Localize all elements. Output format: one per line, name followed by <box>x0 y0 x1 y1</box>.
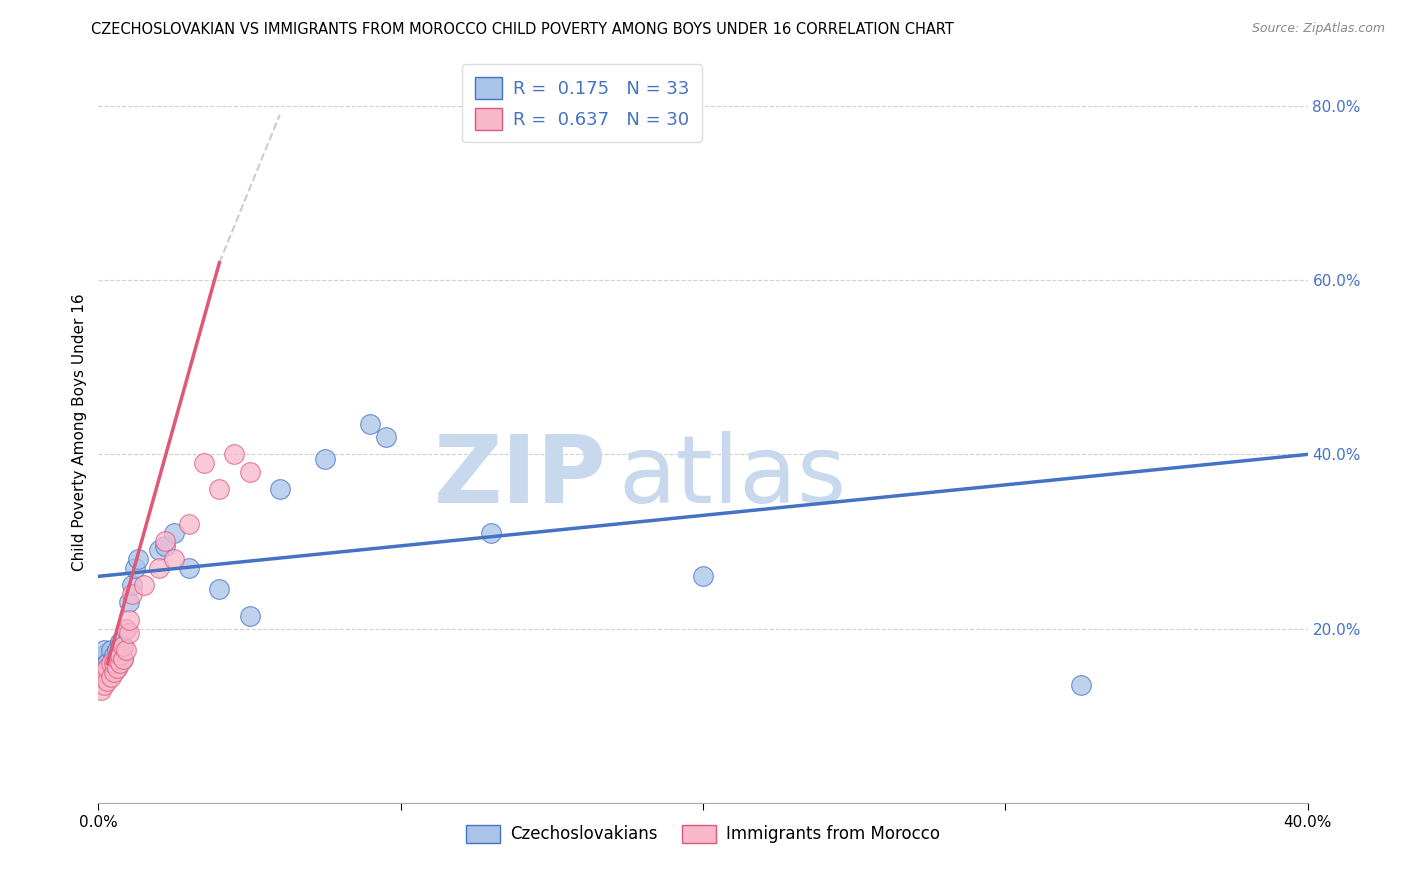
Point <box>121 587 143 601</box>
Point <box>108 657 131 671</box>
Point <box>103 665 125 680</box>
Point <box>208 582 231 597</box>
Point <box>114 643 136 657</box>
Point <box>90 652 112 666</box>
Point <box>153 534 176 549</box>
Point <box>108 643 131 657</box>
Point <box>132 578 155 592</box>
Point <box>269 482 291 496</box>
Point <box>163 552 186 566</box>
Point <box>111 639 134 653</box>
Point <box>118 613 141 627</box>
Point <box>239 465 262 479</box>
Point <box>93 648 115 662</box>
Point <box>105 661 128 675</box>
Point <box>93 678 115 692</box>
Point <box>103 648 125 662</box>
Point <box>96 657 118 671</box>
Point <box>124 560 146 574</box>
Point <box>179 560 201 574</box>
Point <box>121 578 143 592</box>
Point <box>103 657 125 671</box>
Point <box>360 417 382 431</box>
Point <box>90 669 112 683</box>
Text: CZECHOSLOVAKIAN VS IMMIGRANTS FROM MOROCCO CHILD POVERTY AMONG BOYS UNDER 16 COR: CZECHOSLOVAKIAN VS IMMIGRANTS FROM MOROC… <box>91 22 955 37</box>
Point <box>103 657 125 671</box>
Point <box>100 643 122 657</box>
Point <box>111 652 134 666</box>
Point <box>108 634 131 648</box>
Point <box>105 652 128 666</box>
Text: ZIP: ZIP <box>433 431 606 523</box>
Point <box>105 643 128 657</box>
Point <box>163 525 186 540</box>
Point <box>314 451 336 466</box>
Point <box>193 456 215 470</box>
Point <box>105 661 128 675</box>
Point <box>374 430 396 444</box>
Point <box>100 669 122 683</box>
Point <box>96 673 118 688</box>
Point <box>93 643 115 657</box>
Point <box>100 657 122 671</box>
Point <box>118 595 141 609</box>
Point <box>90 661 112 675</box>
Point <box>692 569 714 583</box>
Point <box>108 648 131 662</box>
Point <box>114 622 136 636</box>
Point <box>481 525 503 540</box>
Point <box>153 539 176 553</box>
Point <box>148 560 170 574</box>
Point <box>118 626 141 640</box>
Point <box>148 543 170 558</box>
Point <box>127 552 149 566</box>
Point <box>224 447 246 461</box>
Y-axis label: Child Poverty Among Boys Under 16: Child Poverty Among Boys Under 16 <box>72 293 87 572</box>
Point <box>96 661 118 675</box>
Point <box>93 665 115 680</box>
Point <box>179 517 201 532</box>
Point <box>114 622 136 636</box>
Text: Source: ZipAtlas.com: Source: ZipAtlas.com <box>1251 22 1385 36</box>
Point <box>111 639 134 653</box>
Point <box>239 608 262 623</box>
Point <box>208 482 231 496</box>
Point <box>90 682 112 697</box>
Point <box>96 661 118 675</box>
Text: atlas: atlas <box>619 431 846 523</box>
Legend: Czechoslovakians, Immigrants from Morocco: Czechoslovakians, Immigrants from Morocc… <box>460 818 946 850</box>
Point <box>1070 678 1092 692</box>
Point <box>111 652 134 666</box>
